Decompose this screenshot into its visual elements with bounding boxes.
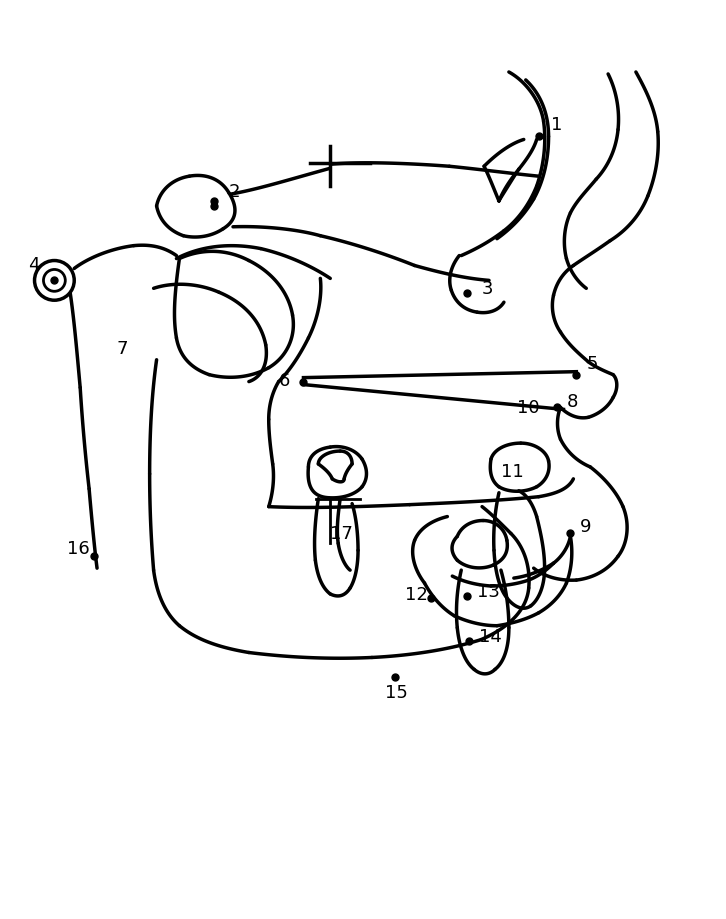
Text: 12: 12	[404, 585, 428, 603]
Text: 4: 4	[28, 255, 39, 273]
Text: 7: 7	[117, 339, 129, 357]
Text: 1: 1	[550, 116, 562, 133]
Text: 10: 10	[517, 399, 539, 417]
Text: 16: 16	[68, 539, 90, 558]
Text: 5: 5	[587, 355, 597, 372]
Text: 6: 6	[279, 371, 290, 389]
Text: 13: 13	[477, 583, 500, 600]
Text: 2: 2	[229, 183, 240, 201]
Text: 3: 3	[482, 280, 494, 298]
Text: 11: 11	[501, 462, 523, 481]
Text: 9: 9	[580, 518, 592, 536]
Text: 14: 14	[479, 627, 502, 645]
Text: 17: 17	[330, 525, 353, 543]
Text: 15: 15	[385, 684, 408, 701]
Text: 8: 8	[566, 393, 578, 411]
